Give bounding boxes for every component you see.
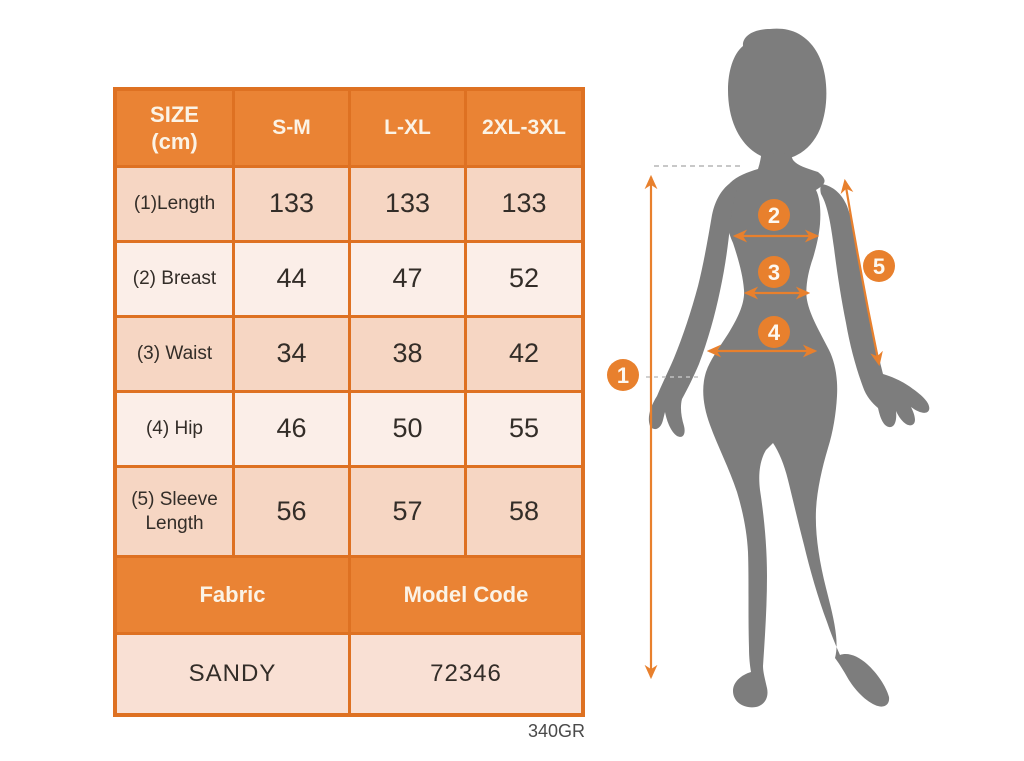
grammage-note: 340GR [527,721,585,741]
value-hip-lxl: 50 [351,393,464,465]
measure-badge-4 [758,316,790,348]
size-header-label: SIZE (cm) [150,101,199,155]
body-silhouette [703,150,890,708]
measure-badge-3 [758,256,790,288]
value-length-lxl: 133 [351,168,464,240]
model-code-header: Model Code [351,558,581,632]
row-label-hip: (4) Hip [117,393,232,465]
value-sleeve-2xl: 58 [467,468,581,555]
row-label-breast: (2) Breast [117,243,232,315]
value-length-2xl: 133 [467,168,581,240]
value-breast-2xl: 52 [467,243,581,315]
value-hip-sm: 46 [235,393,348,465]
value-sleeve-sm: 56 [235,468,348,555]
fabric-value: SANDY [117,635,348,713]
column-header-2xl-3xl: 2XL-3XL [467,91,581,165]
value-waist-2xl: 42 [467,318,581,390]
size-chart-table: SIZE (cm) S-M L-XL 2XL-3XL (1)Length 133… [113,87,585,717]
column-header-l-xl: L-XL [351,91,464,165]
measure-badge-2-label: 2 [768,203,780,228]
row-label-length: (1)Length [117,168,232,240]
measure-badge-5-label: 5 [873,254,885,279]
value-breast-sm: 44 [235,243,348,315]
row-label-waist: (3) Waist [117,318,232,390]
left-arm-silhouette [648,181,739,437]
measure-badge-5 [863,250,895,282]
measure-badge-2 [758,199,790,231]
measure-badge-4-label: 4 [768,320,781,345]
value-breast-lxl: 47 [351,243,464,315]
fabric-header: Fabric [117,558,348,632]
hair-silhouette [728,28,827,160]
measure-badge-1 [607,359,639,391]
measure-badge-1-label: 1 [617,363,629,388]
value-hip-2xl: 55 [467,393,581,465]
value-length-sm: 133 [235,168,348,240]
model-code-value: 72346 [351,635,581,713]
row-label-sleeve: (5) Sleeve Length [117,468,232,555]
value-waist-sm: 34 [235,318,348,390]
sleeve-measure-arrow [840,178,883,367]
measure-badge-3-label: 3 [768,260,780,285]
value-sleeve-lxl: 57 [351,468,464,555]
column-header-s-m: S-M [235,91,348,165]
value-waist-lxl: 38 [351,318,464,390]
size-header-cell: SIZE (cm) [117,91,232,165]
